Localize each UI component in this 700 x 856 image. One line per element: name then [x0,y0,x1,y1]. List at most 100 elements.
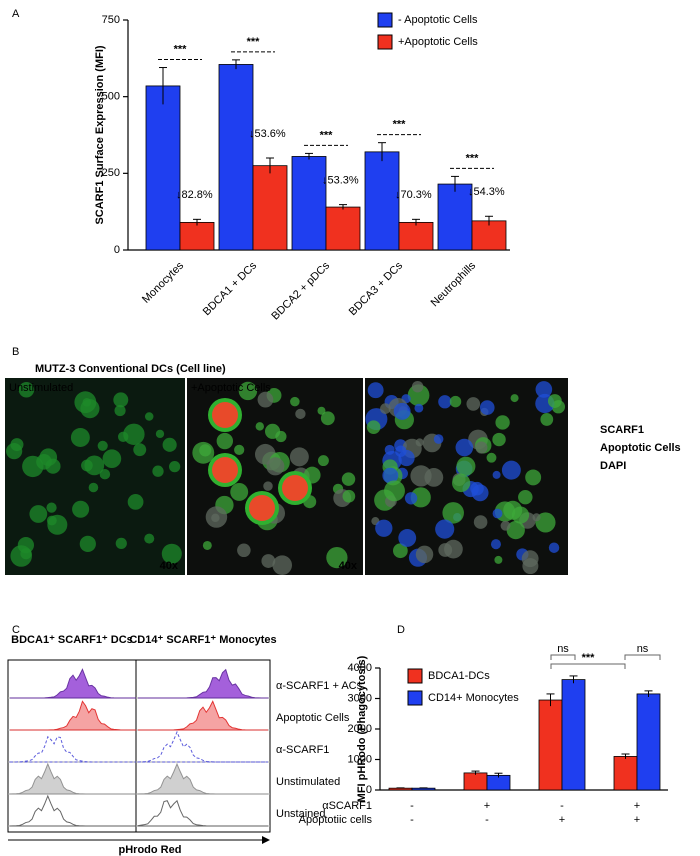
bar [538,699,563,791]
histogram [137,762,268,795]
cell [438,395,452,409]
bar [364,151,400,251]
cell [525,469,542,486]
percent-change: ↓54.3% [468,186,505,198]
condition-value: - [410,800,414,812]
cell [152,465,164,477]
cell [479,400,495,415]
cell [341,472,356,486]
bar [486,774,511,791]
bar [218,64,254,251]
cell [192,441,215,464]
legend-label: BDCA1-DCs [428,670,490,682]
panel-label: B [12,346,19,358]
condition-value: + [634,814,640,826]
legend-label: +Apoptotic Cells [398,36,478,48]
row-label: α-SCARF1 [276,744,329,756]
significance-bracket [550,654,576,660]
legend-swatch [377,12,393,28]
significance: *** [582,652,596,664]
panel-label: D [397,624,405,636]
panel-label: C [12,624,20,636]
stain-legend: Apoptotic Cells [600,442,681,454]
panel-caption: Unstimulated [9,382,73,394]
cell [320,411,335,426]
histogram [137,799,268,827]
condition-label: Apoptotiic cells [299,814,373,826]
significance: *** [247,36,261,48]
cell [380,403,391,414]
y-tick-label: 500 [102,91,120,103]
cell [97,440,108,451]
row-label: α-SCARF1 + ACs [276,680,363,692]
percent-change: ↓82.8% [176,189,213,201]
cell [289,447,309,467]
bar [252,165,288,251]
cell [18,382,35,398]
cell [39,448,58,467]
cell [444,539,463,559]
cell [237,543,251,558]
cell [144,533,155,544]
cell [435,519,455,539]
histogram [9,762,136,795]
cell [452,473,471,493]
histogram [137,730,268,763]
significance: *** [174,43,188,55]
cell [102,449,122,469]
condition-value: + [634,800,640,812]
cell [20,547,32,560]
cell [290,396,300,407]
cell [495,415,510,430]
y-axis-label: MFI pHRodo (Phagocytosis) [356,655,368,802]
cell [80,399,100,419]
bar [561,679,586,791]
cell [230,482,249,501]
cell [155,429,165,439]
cell [433,434,444,444]
cell [99,468,111,480]
cell [161,543,182,564]
y-axis-label: SCARF1 Surface Expression (MFI) [94,45,106,224]
apoptotic-cell [249,495,275,521]
cell [238,381,258,401]
cell [535,381,553,398]
significance-bracket [550,663,626,669]
significance: *** [393,119,407,131]
cell [255,422,265,431]
histogram [138,668,269,699]
cell [127,494,144,510]
cell [275,430,287,443]
bar [613,756,638,791]
cell [492,470,501,479]
x-axis-label: pHrodo Red [119,844,182,856]
bar [179,221,215,251]
cell [466,397,481,411]
cell [510,394,519,403]
cell [411,380,424,393]
cell [540,413,554,426]
significance-bracket [624,654,661,660]
cell [367,382,384,399]
significance: ns [557,643,569,655]
cell [456,456,476,476]
cell [398,529,417,547]
significance: ns [637,643,649,655]
cell [492,508,503,519]
cell [393,402,411,420]
cell [72,500,90,518]
cell [29,505,48,523]
histogram [9,794,136,827]
cell [70,428,90,447]
percent-change: ↓53.6% [249,128,286,140]
cell [455,438,474,457]
cell [79,535,96,553]
cell [475,441,488,454]
cell [216,432,234,450]
magnification: 40x [339,560,358,572]
histogram [9,735,136,763]
row-label: Apoptotic Cells [276,712,350,724]
condition-value: + [484,800,490,812]
cell [471,484,489,502]
